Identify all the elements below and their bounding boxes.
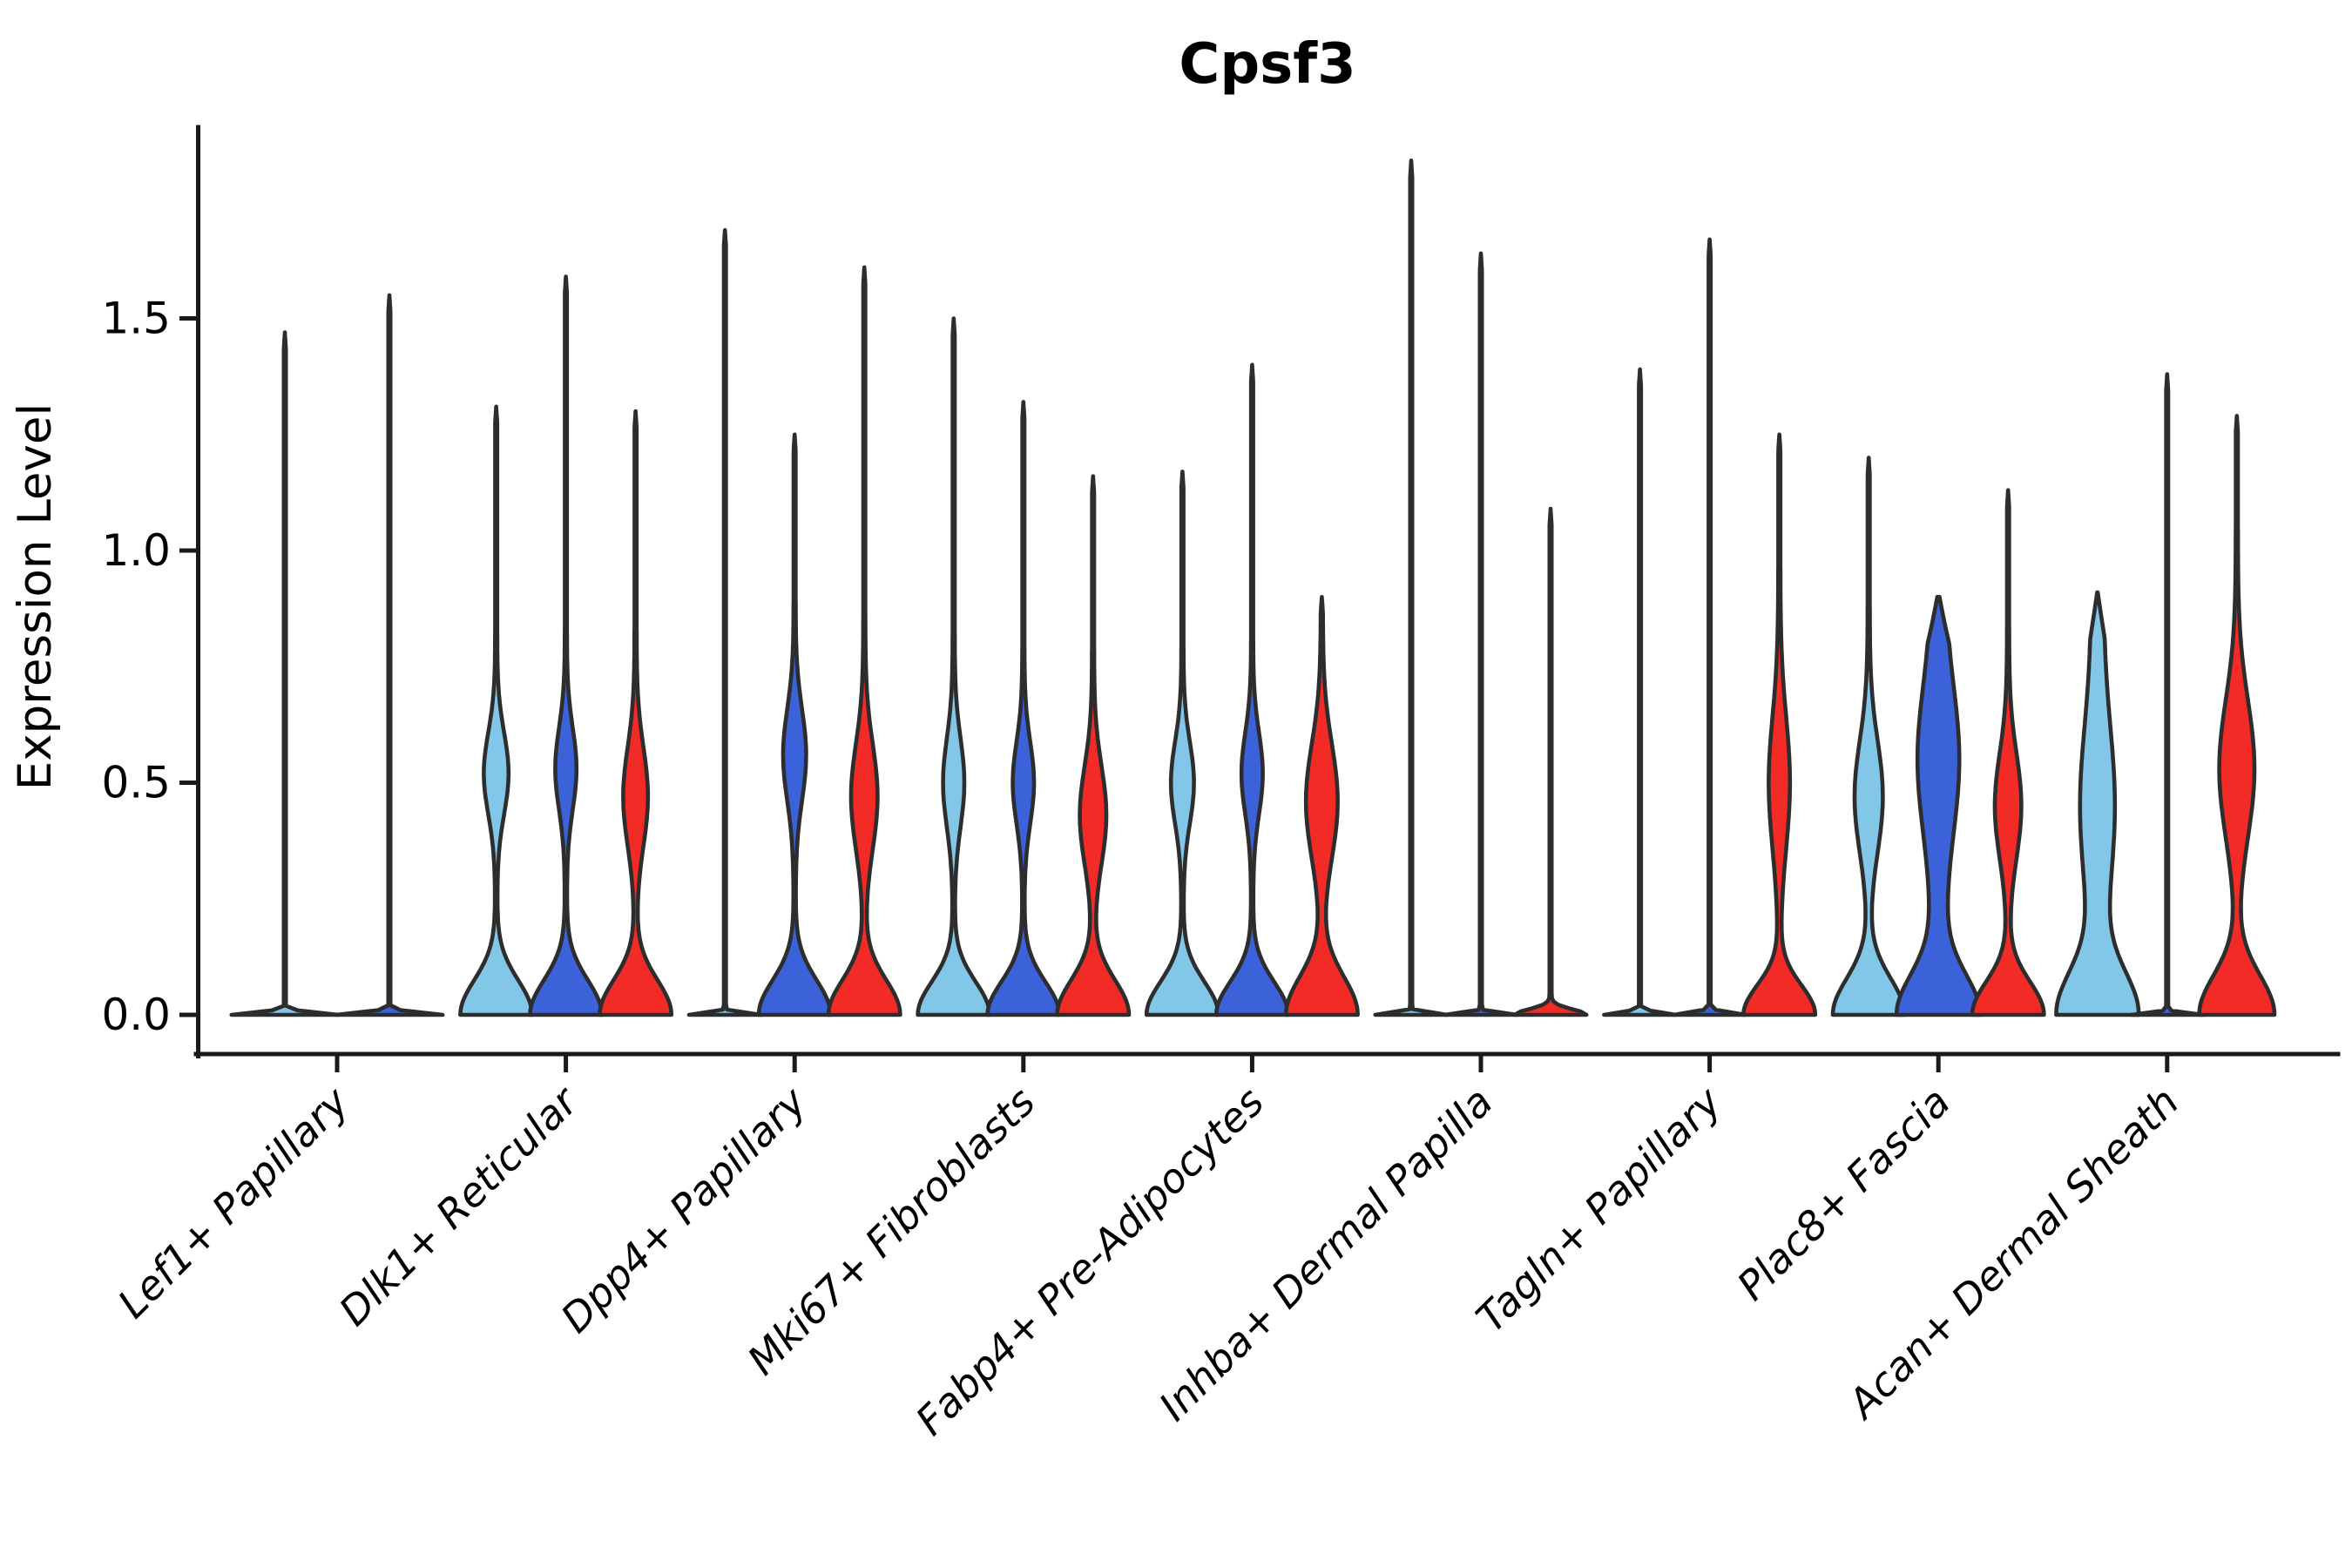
violin-dpp4-light-blue bbox=[686, 227, 763, 1017]
violin-acan-light-blue bbox=[2054, 590, 2141, 1017]
violin-shapes bbox=[229, 159, 2277, 1017]
violin-mki67-royal-blue bbox=[985, 400, 1062, 1017]
violin-fabp4-red bbox=[1283, 595, 1360, 1017]
violin-fabp4-royal-blue bbox=[1213, 362, 1290, 1017]
violin-dlk1-red bbox=[598, 409, 674, 1017]
y-tick-label: 1.5 bbox=[101, 294, 171, 344]
violin-dlk1-light-blue bbox=[458, 404, 535, 1017]
y-axis-ticks: 0.0 0.5 1.0 1.5 bbox=[101, 294, 198, 1040]
y-tick-label: 0.0 bbox=[101, 990, 171, 1040]
violin-inhba-royal-blue bbox=[1443, 251, 1519, 1017]
violin-fabp4-light-blue bbox=[1144, 470, 1220, 1017]
violin-mki67-red bbox=[1055, 474, 1132, 1017]
violin-acan-red bbox=[2197, 414, 2277, 1017]
violin-lef1-royal-blue bbox=[334, 293, 445, 1017]
y-axis-label: Expression Level bbox=[9, 403, 62, 790]
y-tick-label: 1.0 bbox=[101, 525, 171, 576]
violin-tagln-red bbox=[1741, 432, 1818, 1017]
violin-inhba-light-blue bbox=[1373, 159, 1450, 1017]
violin-mki67-light-blue bbox=[916, 316, 992, 1017]
violin-dpp4-red bbox=[826, 265, 902, 1017]
violin-tagln-light-blue bbox=[1602, 367, 1679, 1017]
violin-plac8-red bbox=[1970, 488, 2046, 1017]
violin-dpp4-royal-blue bbox=[756, 432, 833, 1017]
violin-inhba-red bbox=[1512, 506, 1589, 1017]
violin-lef1-light-blue bbox=[229, 330, 341, 1017]
violin-dlk1-royal-blue bbox=[528, 274, 605, 1017]
y-tick-label: 0.5 bbox=[101, 758, 171, 808]
violin-plac8-royal-blue bbox=[1894, 595, 1983, 1017]
violin-acan-royal-blue bbox=[2129, 372, 2206, 1017]
chart-title: Cpsf3 bbox=[1179, 32, 1355, 97]
violin-plac8-light-blue bbox=[1830, 456, 1907, 1017]
violin-tagln-royal-blue bbox=[1672, 237, 1748, 1017]
